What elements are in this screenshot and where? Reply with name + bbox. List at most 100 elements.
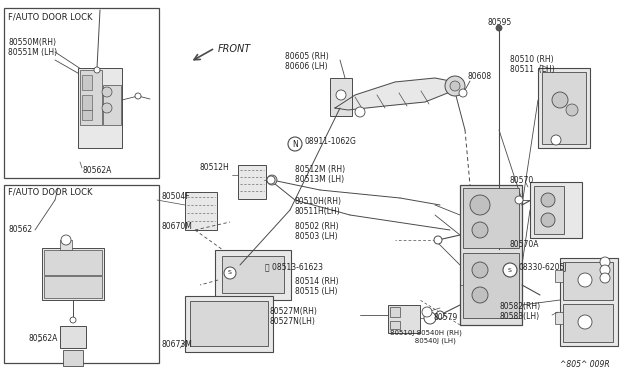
Text: 80510 (RH)
80511  (LH): 80510 (RH) 80511 (LH)	[510, 55, 555, 74]
Circle shape	[496, 25, 502, 31]
Bar	[542, 72, 586, 144]
Text: 80582(RH)
80583(LH): 80582(RH) 80583(LH)	[500, 302, 541, 321]
Circle shape	[503, 263, 517, 277]
Circle shape	[470, 195, 490, 215]
Bar	[560, 258, 618, 346]
Circle shape	[102, 103, 112, 113]
Circle shape	[459, 89, 467, 97]
Bar	[563, 304, 613, 342]
Bar	[185, 296, 273, 352]
Circle shape	[422, 307, 432, 317]
Circle shape	[472, 262, 488, 278]
Text: 80504F: 80504F	[162, 192, 191, 201]
Text: 80550M(RH)
80551M (LH): 80550M(RH) 80551M (LH)	[8, 38, 57, 57]
Bar	[103, 85, 121, 125]
Text: N: N	[292, 140, 298, 148]
Text: 80579: 80579	[434, 314, 458, 323]
Bar	[534, 186, 564, 234]
Bar	[555, 270, 563, 282]
Circle shape	[600, 265, 610, 275]
Circle shape	[472, 222, 488, 238]
Circle shape	[552, 92, 568, 108]
Bar	[460, 185, 522, 325]
Bar	[78, 68, 122, 148]
Text: ^805^ 009R: ^805^ 009R	[560, 360, 610, 369]
Bar	[82, 110, 92, 120]
Text: FRONT: FRONT	[218, 44, 252, 54]
Polygon shape	[335, 78, 455, 110]
Bar	[538, 68, 590, 148]
Text: F/AUTO DOOR LOCK: F/AUTO DOOR LOCK	[8, 12, 93, 21]
Circle shape	[424, 312, 436, 324]
Text: 80562A: 80562A	[28, 334, 58, 343]
Circle shape	[541, 213, 555, 227]
Text: 80562: 80562	[8, 225, 32, 234]
Bar	[463, 188, 519, 248]
Text: 80512M (RH)
80513M (LH): 80512M (RH) 80513M (LH)	[295, 165, 345, 185]
Text: 80608: 80608	[468, 72, 492, 81]
Bar	[185, 192, 217, 230]
Circle shape	[600, 257, 610, 267]
Bar	[60, 326, 86, 348]
Text: 80514 (RH)
80515 (LH): 80514 (RH) 80515 (LH)	[295, 277, 339, 296]
Bar	[555, 312, 563, 324]
Circle shape	[600, 273, 610, 283]
Bar	[390, 307, 400, 317]
Bar	[4, 8, 159, 178]
Text: 80673M: 80673M	[162, 340, 193, 349]
Circle shape	[578, 273, 592, 287]
Circle shape	[472, 287, 488, 303]
Circle shape	[450, 81, 460, 91]
Circle shape	[135, 93, 141, 99]
Bar	[215, 250, 291, 300]
Circle shape	[336, 90, 346, 100]
Text: 80562A: 80562A	[82, 166, 111, 175]
Bar	[82, 95, 92, 110]
Text: F/AUTO DOOR LOCK: F/AUTO DOOR LOCK	[8, 187, 93, 196]
Bar	[42, 248, 104, 300]
Bar	[563, 262, 613, 300]
Circle shape	[515, 196, 523, 204]
Circle shape	[267, 175, 277, 185]
Text: 80502 (RH)
80503 (LH): 80502 (RH) 80503 (LH)	[295, 222, 339, 241]
Circle shape	[70, 317, 76, 323]
Circle shape	[578, 315, 592, 329]
Bar	[44, 276, 102, 298]
Bar	[388, 305, 420, 333]
Circle shape	[288, 137, 302, 151]
Bar	[530, 182, 582, 238]
Text: 80595: 80595	[488, 18, 512, 27]
Bar	[222, 256, 284, 293]
Bar	[80, 70, 102, 125]
Text: 08330-6205J: 08330-6205J	[519, 263, 568, 272]
Circle shape	[102, 87, 112, 97]
Text: 80510J 80540H (RH)
           80540J (LH): 80510J 80540H (RH) 80540J (LH)	[390, 330, 462, 344]
Circle shape	[445, 76, 465, 96]
Circle shape	[94, 67, 100, 73]
Circle shape	[434, 236, 442, 244]
Text: 80570A: 80570A	[510, 240, 540, 249]
Text: 80527M(RH)
80527N(LH): 80527M(RH) 80527N(LH)	[270, 307, 318, 326]
Bar	[238, 165, 266, 199]
Text: 80605 (RH)
80606 (LH): 80605 (RH) 80606 (LH)	[285, 52, 329, 71]
Text: 80512H: 80512H	[200, 163, 230, 172]
Bar	[44, 250, 102, 275]
Circle shape	[495, 281, 503, 289]
Text: 80570: 80570	[510, 176, 534, 185]
Circle shape	[267, 176, 275, 184]
Bar	[60, 240, 72, 250]
Circle shape	[541, 193, 555, 207]
Text: 08911-1062G: 08911-1062G	[305, 137, 357, 145]
Bar	[330, 78, 352, 116]
Circle shape	[566, 104, 578, 116]
Circle shape	[551, 135, 561, 145]
Text: S: S	[508, 267, 512, 273]
Bar	[190, 301, 268, 346]
Circle shape	[224, 267, 236, 279]
Bar	[390, 321, 400, 329]
Circle shape	[61, 235, 71, 245]
Bar	[82, 75, 92, 90]
Text: S: S	[228, 270, 232, 276]
Text: Ⓢ 08513-61623: Ⓢ 08513-61623	[265, 262, 323, 271]
Text: 80510H(RH)
80511H(LH): 80510H(RH) 80511H(LH)	[295, 197, 342, 217]
